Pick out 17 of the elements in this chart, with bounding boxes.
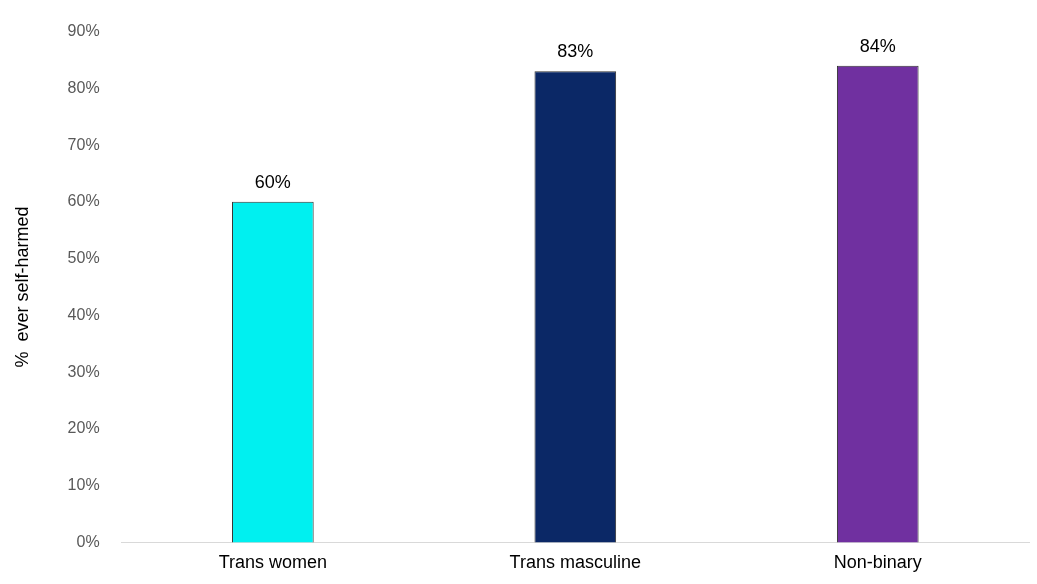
y-tick-label: 20% bbox=[67, 419, 100, 437]
y-tick-label: 80% bbox=[67, 78, 100, 96]
y-tick-label: 50% bbox=[67, 249, 100, 267]
y-tick-label: 90% bbox=[67, 22, 100, 40]
y-tick-label: 70% bbox=[67, 135, 100, 153]
y-tick-label: 60% bbox=[67, 192, 100, 210]
x-tick-label: Trans women bbox=[218, 552, 328, 573]
y-tick-label: 10% bbox=[67, 476, 100, 494]
y-tick-label: 30% bbox=[67, 362, 100, 380]
y-tick-label: 0% bbox=[76, 532, 100, 550]
x-tick-label: Non-binary bbox=[833, 552, 922, 573]
y-axis-title: % ever self-harmed bbox=[11, 206, 32, 368]
y-tick-label: 40% bbox=[67, 305, 100, 323]
data-label: 60% bbox=[254, 171, 291, 192]
data-label: 84% bbox=[859, 35, 896, 56]
x-tick-label: Trans masculine bbox=[509, 552, 642, 573]
data-label: 83% bbox=[557, 41, 594, 62]
